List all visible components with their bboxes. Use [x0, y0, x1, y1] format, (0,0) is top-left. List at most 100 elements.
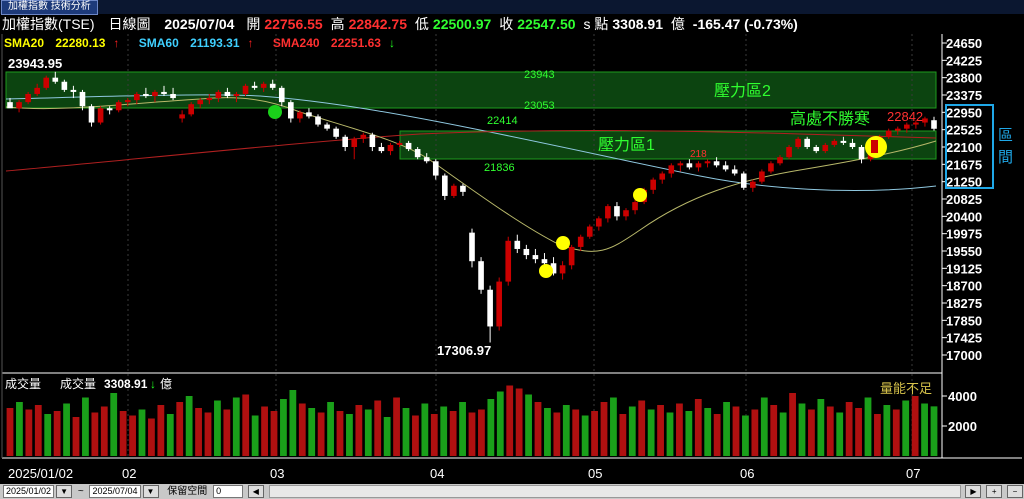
- candle-body: [52, 77, 59, 82]
- candle-body: [795, 138, 801, 147]
- close-value: 22547.50: [517, 16, 576, 32]
- candle-body: [614, 206, 620, 217]
- candle-body: [605, 206, 611, 219]
- volume-bar: [826, 406, 834, 456]
- volume-bar: [195, 408, 202, 456]
- volume-bar: [657, 405, 664, 456]
- volume-bar: [817, 399, 825, 456]
- zone2-top-label: 23943: [524, 69, 555, 81]
- price-tick-label: 22525: [946, 123, 982, 138]
- price-tick-label: 17000: [946, 348, 982, 363]
- candle-body: [541, 259, 548, 264]
- candle-body: [97, 108, 104, 123]
- zoom-out-icon[interactable]: −: [1006, 484, 1023, 498]
- volume-bar: [902, 400, 910, 456]
- volume-bar: [176, 402, 184, 456]
- volume-tick-label: 2000: [948, 419, 977, 434]
- candle-body: [668, 165, 675, 174]
- bottom-toolbar: 2025/01/02 ▼ ~ 2025/07/04 ▼ 保留空間 0 ◀ ▶ + −: [0, 484, 1024, 499]
- volume-bar: [666, 412, 674, 456]
- time-scrollbar[interactable]: [268, 484, 961, 498]
- price-tick-label: 20400: [946, 209, 982, 224]
- open-label: 開: [246, 16, 261, 32]
- volume-bar: [138, 409, 146, 456]
- candle-body: [885, 130, 892, 137]
- zone1-top-label: 22414: [487, 115, 518, 127]
- candle-body: [106, 108, 113, 111]
- candle-body: [849, 142, 856, 147]
- volume-unit: 億: [160, 377, 172, 391]
- candle-body: [297, 112, 303, 119]
- candle-body: [315, 116, 321, 125]
- volume-bar: [638, 400, 646, 456]
- volume-bar: [732, 406, 740, 456]
- candle-body: [750, 181, 756, 188]
- volume-bar: [261, 406, 268, 456]
- candle-body: [242, 85, 249, 94]
- change-value: -165.47 (-0.73%): [692, 16, 798, 32]
- candle-body: [695, 163, 702, 168]
- amount-unit: 億: [670, 16, 685, 32]
- volume-bar: [676, 403, 683, 456]
- dropdown-icon[interactable]: ▼: [142, 484, 159, 498]
- candle-body: [478, 261, 484, 290]
- time-axis-label: 03: [270, 466, 284, 481]
- volume-bar: [185, 396, 193, 456]
- volume-bar: [402, 408, 410, 456]
- price-tick-label: 19125: [946, 261, 982, 276]
- volume-bar: [327, 402, 334, 456]
- low-point-label: 17306.97: [437, 343, 491, 358]
- candle-body: [931, 120, 937, 129]
- tab-bar: 加權指數 技術分析: [0, 0, 1024, 15]
- candle-body: [161, 91, 167, 94]
- candle-body: [143, 93, 149, 97]
- scroll-right-icon[interactable]: ▶: [965, 484, 982, 498]
- volume-bar: [25, 409, 33, 456]
- candle-body: [414, 149, 421, 158]
- candle-body: [505, 240, 512, 282]
- volume-bar: [157, 405, 165, 456]
- zoom-in-icon[interactable]: +: [986, 484, 1003, 498]
- price-tick-label: 19975: [946, 227, 982, 242]
- zone1-bottom-label: 21836: [484, 162, 515, 174]
- volume-bar: [72, 417, 80, 456]
- candle-body: [577, 236, 584, 247]
- candle-body: [188, 104, 194, 115]
- last-high-label: 22842: [887, 109, 923, 124]
- volume-bar: [751, 409, 759, 456]
- candle-body: [677, 163, 684, 166]
- candle-body: [405, 142, 412, 150]
- candle-body: [70, 89, 77, 92]
- date-from-select[interactable]: 2025/01/02: [3, 484, 55, 498]
- volume-bar: [308, 408, 316, 456]
- reserve-space-input[interactable]: 0: [213, 484, 244, 498]
- dropdown-icon[interactable]: ▼: [56, 484, 73, 498]
- volume-bar: [129, 415, 136, 456]
- candle-body: [61, 81, 68, 90]
- candle-body: [650, 179, 656, 190]
- time-axis-label: 02: [122, 466, 136, 481]
- volume-bar: [534, 402, 542, 456]
- candle-body: [822, 144, 829, 152]
- candle-body: [514, 240, 521, 249]
- period-label[interactable]: 日線圖: [108, 16, 151, 32]
- candle-body: [623, 210, 629, 217]
- time-axis-label: 2025/01/02: [8, 466, 73, 481]
- date-to-select[interactable]: 2025/07/04: [89, 484, 141, 498]
- tab-technical-analysis[interactable]: 加權指數 技術分析: [1, 0, 98, 15]
- volume-bar: [374, 400, 382, 456]
- candle-body: [278, 87, 285, 103]
- price-tick-label: 20825: [946, 192, 982, 207]
- price-chart[interactable]: 24650 24225 23800 23375 22950 22525 22100 21675…: [0, 0, 1024, 484]
- volume-bar: [34, 405, 42, 456]
- scroll-left-icon[interactable]: ◀: [247, 484, 264, 498]
- volume-bar: [298, 403, 306, 456]
- candle-body: [79, 91, 86, 107]
- candle-body: [387, 144, 394, 152]
- candle-body: [333, 128, 339, 137]
- price-tick-label: 21675: [946, 157, 982, 172]
- candle-body: [451, 185, 457, 196]
- zone2-name: 壓力區2: [714, 82, 771, 100]
- candle-body: [423, 157, 430, 162]
- range-highlight-box: [945, 104, 994, 189]
